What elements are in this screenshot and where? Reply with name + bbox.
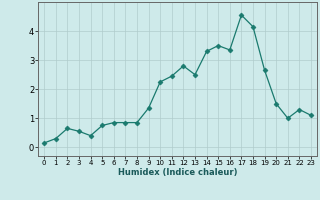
X-axis label: Humidex (Indice chaleur): Humidex (Indice chaleur): [118, 168, 237, 177]
